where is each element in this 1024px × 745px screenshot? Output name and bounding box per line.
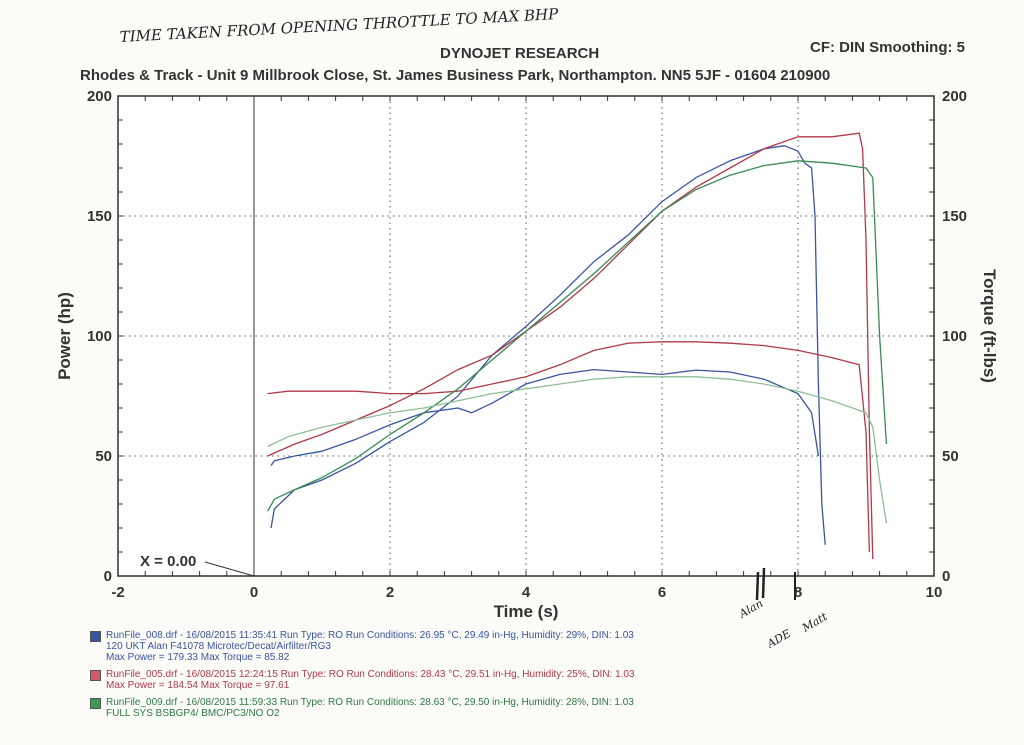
legend: RunFile_008.drf - 16/08/2015 11:35:41 Ru… (90, 630, 990, 725)
legend-line: 120 UKT Alan F41078 Microtec/Decat/Airfi… (106, 641, 331, 652)
legend-swatch (90, 631, 101, 642)
alan-label: Alan (736, 597, 765, 621)
x-tick-label: 8 (794, 584, 802, 601)
chart-settings: CF: DIN Smoothing: 5 (810, 39, 965, 56)
x-tick-label: 0 (250, 584, 258, 601)
y2-tick-label: 200 (942, 88, 967, 105)
y2-tick-label: 0 (942, 568, 950, 585)
x-tick-label: 6 (658, 584, 666, 601)
x-tick-label: 10 (926, 584, 943, 601)
marker-pointer (204, 561, 255, 577)
y-axis-label: Power (hp) (55, 292, 74, 380)
marker-label: X = 0.00 (140, 553, 196, 570)
series-line-torque (267, 341, 871, 553)
y2-tick-label: 150 (942, 208, 967, 225)
y-tick-label: 50 (95, 448, 112, 465)
handwritten-note: TIME TAKEN FROM OPENING THROTTLE TO MAX … (119, 5, 559, 46)
chart-address: Rhodes & Track - Unit 9 Millbrook Close,… (80, 67, 830, 84)
y2-tick-label: 50 (942, 448, 959, 465)
legend-line: Max Power = 179.33 Max Torque = 85.82 (106, 652, 290, 663)
legend-line: FULL SYS BSBGP4/ BMC/PC3/NO O2 (106, 708, 280, 719)
ade-mark (761, 567, 766, 599)
y-tick-label: 150 (87, 208, 112, 225)
grid (117, 95, 934, 577)
x-tick-label: 4 (522, 584, 531, 601)
series-group (267, 132, 888, 560)
y-tick-label: 200 (87, 88, 112, 105)
alan-mark (755, 571, 760, 601)
x-tick-label: -2 (111, 584, 124, 601)
legend-entry-runfile-005: RunFile_005.drf - 16/08/2015 12:24:15 Ru… (90, 669, 990, 691)
legend-swatch (90, 698, 101, 709)
chart-title: DYNOJET RESEARCH (440, 45, 599, 62)
y-tick-label: 0 (104, 568, 112, 585)
y2-axis-label: Torque (ft-lbs) (980, 269, 999, 383)
legend-swatch (90, 670, 101, 681)
series-line-power (267, 132, 874, 560)
series-line-torque (267, 376, 888, 524)
legend-line: RunFile_009.drf - 16/08/2015 11:59:33 Ru… (106, 697, 634, 708)
legend-entry-runfile-009: RunFile_009.drf - 16/08/2015 11:59:33 Ru… (90, 697, 990, 719)
y2-tick-label: 100 (942, 328, 967, 345)
x-tick-label: 2 (386, 584, 394, 601)
series-line-power (267, 160, 888, 512)
legend-line: RunFile_005.drf - 16/08/2015 12:24:15 Ru… (106, 669, 635, 680)
x-axis-label: Time (s) (494, 602, 559, 621)
legend-line: RunFile_008.drf - 16/08/2015 11:35:41 Ru… (106, 630, 634, 641)
legend-entry-runfile-008: RunFile_008.drf - 16/08/2015 11:35:41 Ru… (90, 630, 990, 663)
legend-line: Max Power = 184.54 Max Torque = 97.61 (106, 680, 290, 691)
series-line-torque (270, 368, 820, 466)
y-tick-label: 100 (87, 328, 112, 345)
series-line-power (270, 145, 826, 545)
